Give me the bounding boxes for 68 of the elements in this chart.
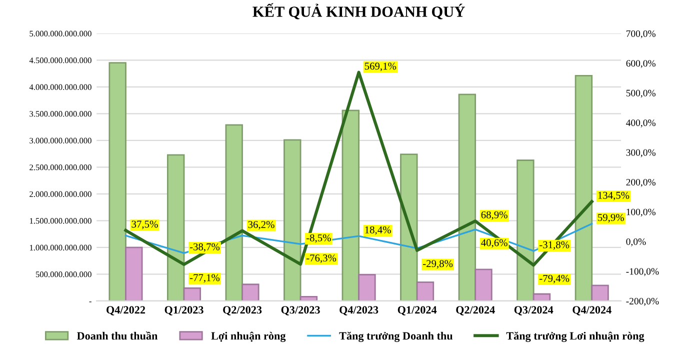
data-label: -38,7% — [190, 243, 220, 252]
bar — [342, 110, 360, 301]
y-tick-label: 1.500.000.000.000 — [30, 218, 92, 224]
bar — [532, 293, 551, 301]
data-label: 59,9% — [598, 214, 624, 223]
x-tick-label: Q1/2023 — [164, 306, 204, 316]
y2-tick-label: -100,0% — [626, 268, 659, 276]
data-label: 36,2% — [248, 221, 274, 230]
bar — [183, 287, 202, 301]
y-tick-label: 500.000.000.000 — [36, 272, 92, 278]
bar — [458, 94, 476, 301]
y-tick-label: 4.000.000.000.000 — [29, 84, 92, 90]
x-tick-label: Q3/2024 — [514, 306, 554, 316]
bar — [400, 154, 418, 301]
x-tick-label: Q3/2023 — [281, 306, 320, 316]
y-tick-label: 1.000.000.000.000 — [30, 244, 92, 250]
bar — [242, 284, 260, 301]
x-tick-label: Q2/2023 — [223, 306, 262, 316]
y-tick-label: 3.000.000.000.000 — [30, 138, 92, 144]
x-tick-label: Q4/2022 — [106, 306, 146, 316]
y2-tick-label: 400,0% — [626, 120, 656, 128]
legend-label: Lợi nhuận ròng — [211, 332, 286, 342]
bar — [416, 282, 434, 301]
y2-tick-label: -200,0% — [626, 298, 659, 306]
y-tick-label: 3.500.000.000.000 — [30, 111, 92, 117]
y2-tick-label: 0,0% — [626, 238, 646, 246]
legend-label: Tăng trưởng Doanh thu — [339, 332, 453, 342]
x-tick-label: Q2/2024 — [456, 306, 495, 316]
data-label: 18,4% — [365, 226, 391, 235]
bar — [225, 124, 243, 301]
data-label: -8,5% — [306, 234, 331, 243]
y2-tick-label: 100,0% — [626, 208, 656, 217]
legend-label: Tăng trưởng Lơi nhuận ròng — [506, 332, 644, 342]
bar — [516, 160, 534, 301]
data-label: 134,5% — [598, 192, 630, 200]
bar — [125, 246, 143, 301]
data-label: -31,8% — [540, 241, 570, 250]
bar — [474, 268, 492, 301]
y-tick-label: 2.000.000.000.000 — [30, 191, 92, 197]
y-tick-label: 5.000.000.000.000 — [30, 30, 92, 36]
bar — [300, 296, 318, 301]
x-tick-label: Q4/2023 — [340, 306, 378, 316]
data-label: 68,9% — [481, 211, 508, 220]
data-label: -29,8% — [423, 260, 453, 269]
data-label: -79,4% — [540, 274, 570, 284]
bar — [591, 284, 609, 301]
bar — [166, 154, 185, 301]
legend-label: Doanh thu thuần — [76, 331, 158, 340]
y2-tick-label: 700,0% — [626, 30, 656, 38]
y2-tick-label: 500,0% — [626, 90, 656, 98]
data-label: -76,3% — [306, 254, 336, 264]
data-label: -77,1% — [190, 274, 220, 283]
y2-tick-label: 600,0% — [626, 60, 656, 68]
x-tick-label: Q4/2024 — [572, 306, 612, 316]
line-series — [124, 70, 594, 267]
chart-title: KẾT QUẢ KINH DOANH QUÝ — [252, 3, 465, 20]
y-tick-label: 4.500.000.000.000 — [29, 58, 92, 64]
bar — [284, 139, 302, 301]
bar — [574, 75, 593, 301]
data-label: 569,1% — [364, 62, 396, 72]
bar — [358, 274, 376, 301]
data-label: 37,5% — [132, 220, 158, 230]
y2-tick-label: 300,0% — [626, 149, 656, 158]
bar — [108, 62, 126, 301]
x-tick-label: Q1/2024 — [398, 306, 437, 316]
y-tick-label: 2.500.000.000.000 — [30, 164, 92, 170]
data-label: 40,6% — [481, 239, 508, 248]
y2-tick-label: 200,0% — [626, 178, 656, 187]
